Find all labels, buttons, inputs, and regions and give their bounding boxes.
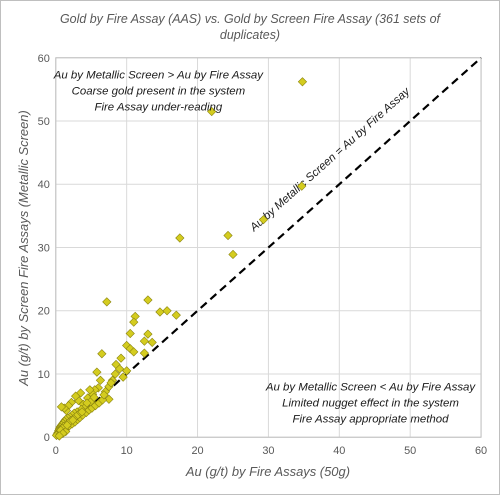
data-point [297, 77, 308, 87]
x-tick-label: 40 [333, 445, 345, 457]
data-point [171, 310, 181, 320]
scatter-points [51, 77, 308, 441]
x-axis-label: Au (g/t) by Fire Assays (50g) [185, 464, 350, 479]
y-tick-label: 20 [38, 306, 50, 318]
data-point [110, 369, 120, 379]
data-point [118, 372, 128, 382]
y-tick-label: 0 [44, 432, 50, 444]
data-point [89, 392, 99, 402]
data-point [223, 230, 233, 241]
data-point [62, 420, 72, 430]
plot-area [55, 57, 482, 438]
annotation-lower-line-3: Fire Assay appropriate method [293, 413, 450, 425]
data-point [258, 215, 269, 225]
data-point [92, 367, 102, 377]
y-tick-label: 60 [38, 53, 50, 65]
data-point [207, 106, 217, 117]
x-tick-label: 50 [404, 445, 416, 457]
x-axis-ticks: 0 10 20 30 40 50 60 [53, 445, 487, 457]
x-tick-label: 0 [53, 445, 59, 457]
data-point [106, 378, 116, 388]
annotation-upper-line-2: Coarse gold present in the system [72, 86, 246, 98]
y-tick-label: 50 [38, 116, 50, 128]
data-point [228, 249, 238, 260]
data-point [147, 337, 157, 347]
data-point [82, 398, 92, 408]
data-point [68, 415, 78, 425]
x-tick-label: 30 [262, 445, 274, 457]
data-point [95, 375, 106, 385]
data-point [77, 407, 87, 417]
data-point [139, 348, 149, 358]
data-point [139, 336, 149, 346]
data-point [297, 181, 307, 191]
parity-line-label: Au by Metallic Screen = Au by Fire Assay [247, 85, 413, 235]
y-tick-label: 30 [38, 242, 50, 254]
annotation-lower-line-1: Au by Metallic Screen < Au by Fire Assay [265, 381, 477, 393]
data-point [56, 402, 67, 412]
chart-title-line-2: duplicates) [220, 28, 280, 42]
data-point [155, 307, 165, 317]
data-point [54, 431, 64, 441]
data-point [104, 394, 114, 404]
x-tick-label: 20 [191, 445, 203, 457]
y-tick-label: 40 [38, 179, 50, 191]
x-tick-label: 10 [121, 445, 133, 457]
data-point [97, 349, 107, 359]
data-point [125, 328, 135, 339]
data-point [71, 391, 81, 401]
data-point [143, 329, 153, 339]
chart-title-line-1: Gold by Fire Assay (AAS) vs. Gold by Scr… [60, 12, 441, 26]
data-point [175, 233, 185, 243]
data-point [99, 390, 109, 400]
y-axis-ticks: 0 10 20 30 40 50 60 [38, 53, 50, 444]
y-axis-label: Au (g/t) by Screen Fire Assays (Metallic… [16, 110, 31, 387]
annotation-lower-line-2: Limited nugget effect in the system [282, 397, 459, 409]
data-point [143, 295, 153, 305]
data-point [116, 353, 126, 363]
data-point [85, 385, 95, 395]
data-point [122, 366, 132, 376]
annotation-upper-line-3: Fire Assay under-reading [94, 102, 222, 114]
data-point [129, 347, 139, 357]
data-point [162, 306, 172, 316]
data-point [102, 297, 112, 307]
annotation-upper-line-1: Au by Metallic Screen > Au by Fire Assay [53, 70, 265, 82]
data-point [114, 364, 125, 374]
x-tick-label: 60 [475, 445, 487, 457]
y-tick-label: 10 [38, 369, 50, 381]
data-point [129, 317, 139, 327]
